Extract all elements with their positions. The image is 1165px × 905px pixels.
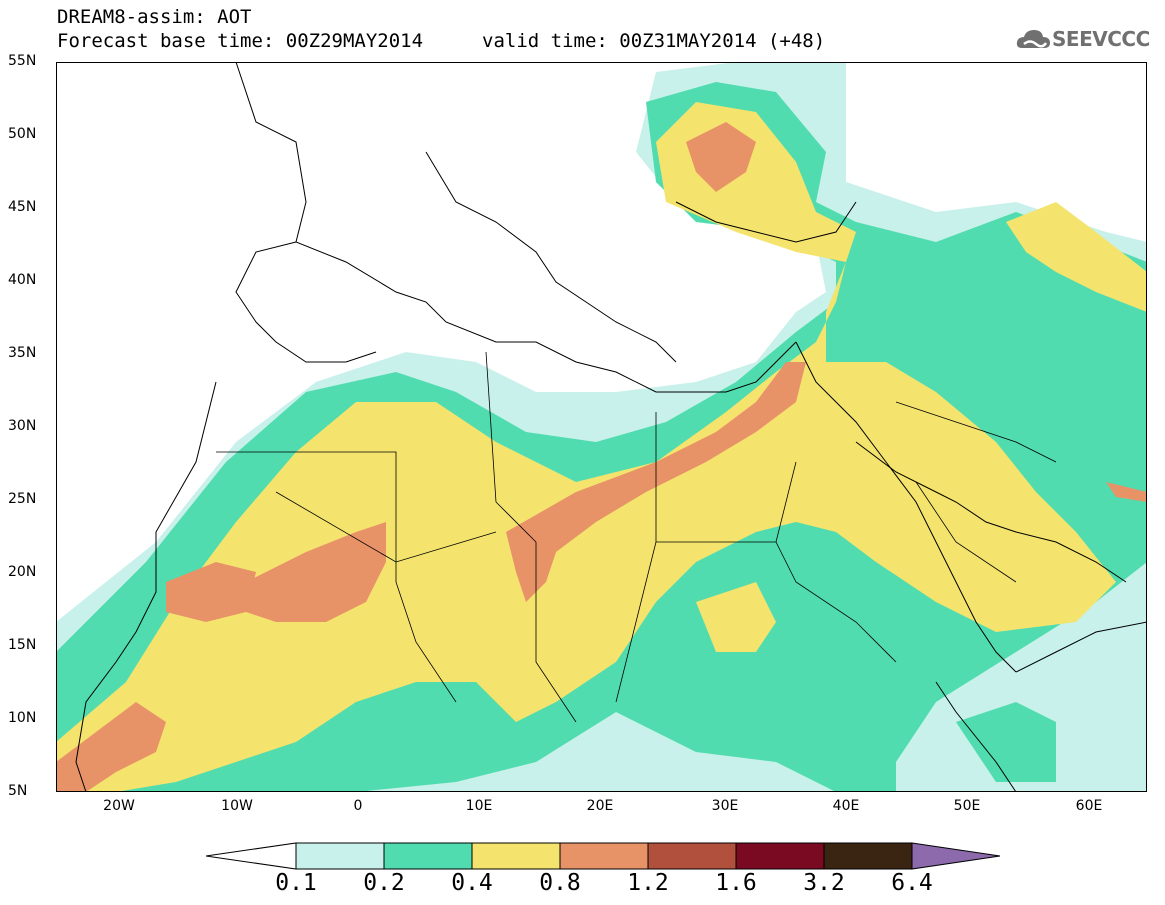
- colorbar-label-0.4: 0.4: [451, 870, 493, 896]
- forecast-base-time: Forecast base time: 00Z29MAY2014: [57, 30, 424, 52]
- lon-label-40e: 40E: [832, 798, 860, 814]
- lat-label-55n: 55N: [8, 53, 37, 69]
- lon-label-30e: 30E: [711, 798, 739, 814]
- colorbar-label-0.2: 0.2: [363, 870, 405, 896]
- colorbar-segment-3.2: [823, 842, 913, 870]
- aot-colorbar: [206, 842, 1001, 870]
- lat-label-15n: 15N: [8, 637, 37, 653]
- lat-label-40n: 40N: [8, 272, 37, 288]
- colorbar-label-1.2: 1.2: [627, 870, 669, 896]
- cloud-logo-icon: [1016, 30, 1050, 48]
- colorbar-segment-0.2: [383, 842, 473, 870]
- colorbar-over-arrow: [911, 842, 1001, 870]
- lat-label-25n: 25N: [8, 491, 37, 507]
- logo-text: SEEVCCC: [1052, 27, 1150, 51]
- colorbar-label-0.8: 0.8: [539, 870, 581, 896]
- lat-label-35n: 35N: [8, 345, 37, 361]
- colorbar-label-1.6: 1.6: [715, 870, 757, 896]
- valid-time: valid time: 00Z31MAY2014 (+48): [482, 30, 826, 52]
- country-borders: [216, 351, 1057, 723]
- lon-label-0: 0: [353, 798, 363, 814]
- colorbar-segment-0.4: [471, 842, 561, 870]
- map-title: DREAM8-assim: AOT: [57, 6, 252, 28]
- lon-label-60e: 60E: [1075, 798, 1103, 814]
- aot-map-canvas: [56, 62, 1147, 792]
- colorbar-under-arrow: [206, 842, 297, 870]
- lon-label-20e: 20E: [586, 798, 614, 814]
- colorbar-label-6.4: 6.4: [891, 870, 933, 896]
- lat-label-20n: 20N: [8, 564, 37, 580]
- lat-label-30n: 30N: [8, 418, 37, 434]
- coastlines: [75, 62, 1147, 792]
- colorbar-label-0.1: 0.1: [275, 870, 317, 896]
- aot-map: [56, 62, 1147, 792]
- seevccc-logo: [1016, 24, 1156, 56]
- colorbar-segment-1.6: [735, 842, 825, 870]
- colorbar-segment-1.2: [647, 842, 737, 870]
- lon-label-10e: 10E: [465, 798, 493, 814]
- lat-label-45n: 45N: [8, 199, 37, 215]
- colorbar-label-3.2: 3.2: [803, 870, 845, 896]
- lat-label-5n: 5N: [8, 783, 28, 799]
- lon-label-20w: 20W: [103, 798, 135, 814]
- lat-label-10n: 10N: [8, 710, 37, 726]
- lat-label-50n: 50N: [8, 126, 37, 142]
- colorbar-segment-0.8: [559, 842, 649, 870]
- colorbar-segment-0.1: [295, 842, 385, 870]
- lon-label-50e: 50E: [953, 798, 981, 814]
- lon-label-10w: 10W: [221, 798, 253, 814]
